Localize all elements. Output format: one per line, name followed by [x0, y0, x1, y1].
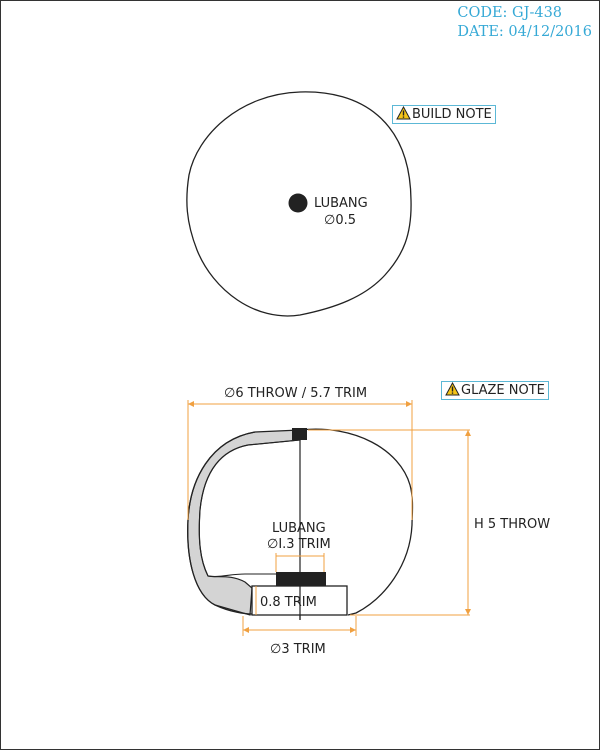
title-block: CODE: GJ-438 DATE: 04/12/2016	[457, 4, 592, 42]
inner-lug-band	[276, 572, 326, 586]
lug-hole-top	[288, 193, 308, 213]
dimension-arrows	[188, 401, 471, 633]
height-label: H 5 THROW	[474, 517, 550, 532]
inner-wall	[198, 439, 301, 578]
build-note-tag[interactable]: BUILD NOTE	[392, 105, 496, 124]
glaze-note-tag[interactable]: GLAZE NOTE	[441, 381, 549, 400]
warning-triangle-icon	[445, 382, 460, 396]
side-lug-dia: ∅I.3 TRIM	[267, 537, 331, 552]
side-lug-name: LUBANG	[272, 521, 326, 536]
date-label: DATE: 04/12/2016	[457, 24, 592, 40]
warning-triangle-icon	[396, 106, 411, 120]
top-lug-name: LUBANG	[314, 196, 368, 211]
pot-outline-left	[187, 431, 256, 615]
glaze-note-label: GLAZE NOTE	[461, 383, 545, 398]
side-view: ∅6 THROW / 5.7 TRIM H 5 THROW LUBANG ∅I.…	[187, 386, 550, 657]
foot-height-label: 0.8 TRIM	[260, 595, 317, 610]
overall-diameter-label: ∅6 THROW / 5.7 TRIM	[224, 386, 367, 401]
top-view: LUBANG ∅0.5	[186, 91, 412, 317]
top-lug-dia: ∅0.5	[324, 213, 356, 228]
build-note-label: BUILD NOTE	[412, 107, 492, 122]
top-view-outline	[186, 91, 412, 317]
foot-diameter-label: ∅3 TRIM	[270, 642, 326, 657]
top-lug-block	[292, 428, 307, 440]
dimension-lines	[187, 400, 470, 636]
code-label: CODE: GJ-438	[457, 5, 563, 21]
